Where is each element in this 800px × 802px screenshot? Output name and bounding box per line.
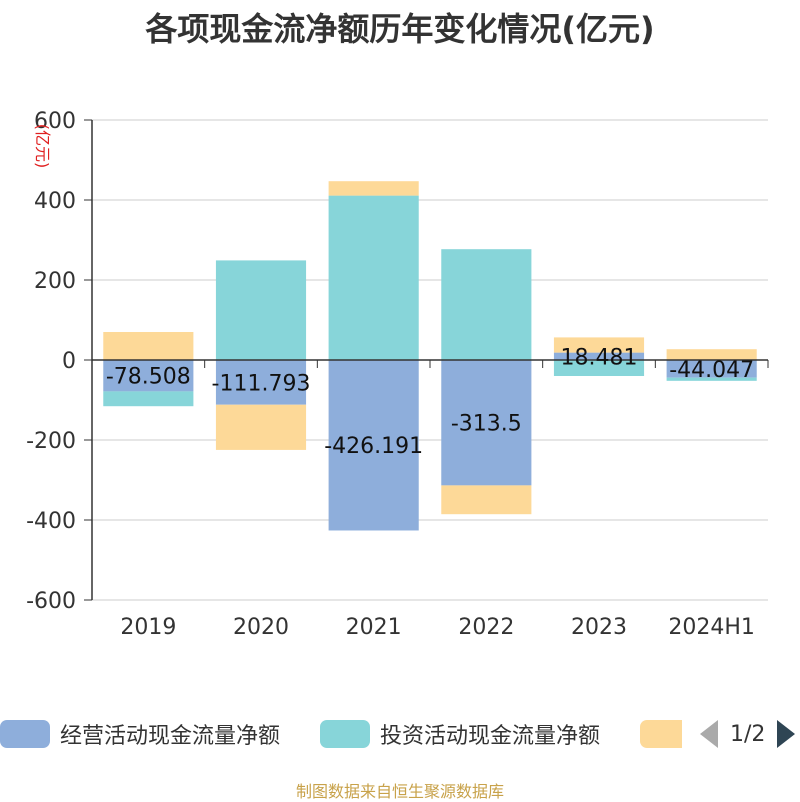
source-note: 制图数据来自恒生聚源数据库 [295, 782, 504, 801]
legend-pager: 1/2 [700, 714, 796, 754]
bar-series-1-2024H1 [666, 377, 757, 381]
bar-series-2-2020 [215, 404, 307, 450]
legend-swatch-financing [640, 720, 682, 748]
bar-series-2-2022 [441, 485, 532, 515]
legend-label-operating: 经营活动现金流量净额 [60, 724, 281, 749]
data-label: -426.191 [324, 434, 423, 459]
bar-series-0-2023 [553, 352, 645, 360]
bar-series-2-2019 [103, 332, 194, 360]
y-axis-unit-label: (亿元) [33, 124, 52, 169]
y-tick-label: -200 [26, 429, 76, 454]
bar-series-1-2022 [441, 249, 532, 360]
y-tick-label: -400 [26, 509, 76, 534]
bar-series-0-2020 [215, 360, 307, 405]
pager-page-indicator: 1/2 [730, 721, 766, 747]
legend-swatch-investing [320, 720, 370, 748]
bar-chart: 600 400 200 0 -200 -400 -600 (亿元) 2019 2020 2021 20… [26, 109, 769, 640]
y-tick-label: -600 [26, 589, 76, 614]
legend: 经营活动现金流量净额 投资活动现金流量净额 1/2 [0, 714, 800, 754]
data-label: -111.793 [212, 371, 311, 396]
x-tick-label: 2021 [346, 615, 402, 640]
bar-series-2-2021 [328, 181, 419, 196]
bar-series-1-2020 [215, 260, 307, 360]
x-tick-label: 2019 [120, 615, 176, 640]
data-label: -313.5 [451, 412, 522, 437]
bar-series-0-2021 [328, 360, 419, 531]
legend-label-investing: 投资活动现金流量净额 [380, 724, 601, 749]
x-tick-label: 2023 [571, 615, 627, 640]
bar-series-1-2019 [103, 391, 194, 407]
pager-next-icon[interactable] [777, 720, 796, 748]
legend-swatch-operating [0, 720, 50, 748]
x-tick-label: 2022 [458, 615, 514, 640]
data-label: 18.481 [561, 345, 638, 370]
bar-series-2-2023 [553, 337, 645, 353]
x-tick-label: 2020 [233, 615, 289, 640]
y-tick-label: 600 [34, 109, 76, 134]
axes: 600 400 200 0 -200 -400 -600 (亿元) 2019 2020 2021 20… [26, 109, 769, 640]
legend-item-operating[interactable]: 经营活动现金流量净额 [0, 714, 280, 754]
bar-series-0-2022 [441, 360, 532, 486]
legend-item-investing[interactable]: 投资活动现金流量净额 [320, 714, 600, 754]
bar-series-1-2023 [553, 360, 645, 376]
bar-series-0-2024H1 [666, 360, 757, 378]
data-label: -78.508 [106, 365, 191, 390]
legend-item-financing[interactable] [640, 714, 682, 754]
data-label: -44.047 [669, 358, 754, 383]
bar-series-0-2019 [103, 360, 194, 392]
data-labels: -78.508 -111.793 -426.191 -313.5 18.481 -44.0… [106, 345, 754, 459]
y-tick-label: 0 [62, 349, 76, 374]
pager-prev-icon[interactable] [700, 720, 718, 748]
chart-title: 各项现金流净额历年变化情况(亿元) [145, 10, 655, 48]
bars [103, 181, 757, 531]
y-tick-label: 400 [34, 189, 76, 214]
bar-series-2-2024H1 [666, 349, 757, 360]
y-tick-label: 200 [34, 269, 76, 294]
x-tick-label: 2024H1 [668, 615, 755, 640]
bar-series-1-2021 [328, 195, 419, 360]
